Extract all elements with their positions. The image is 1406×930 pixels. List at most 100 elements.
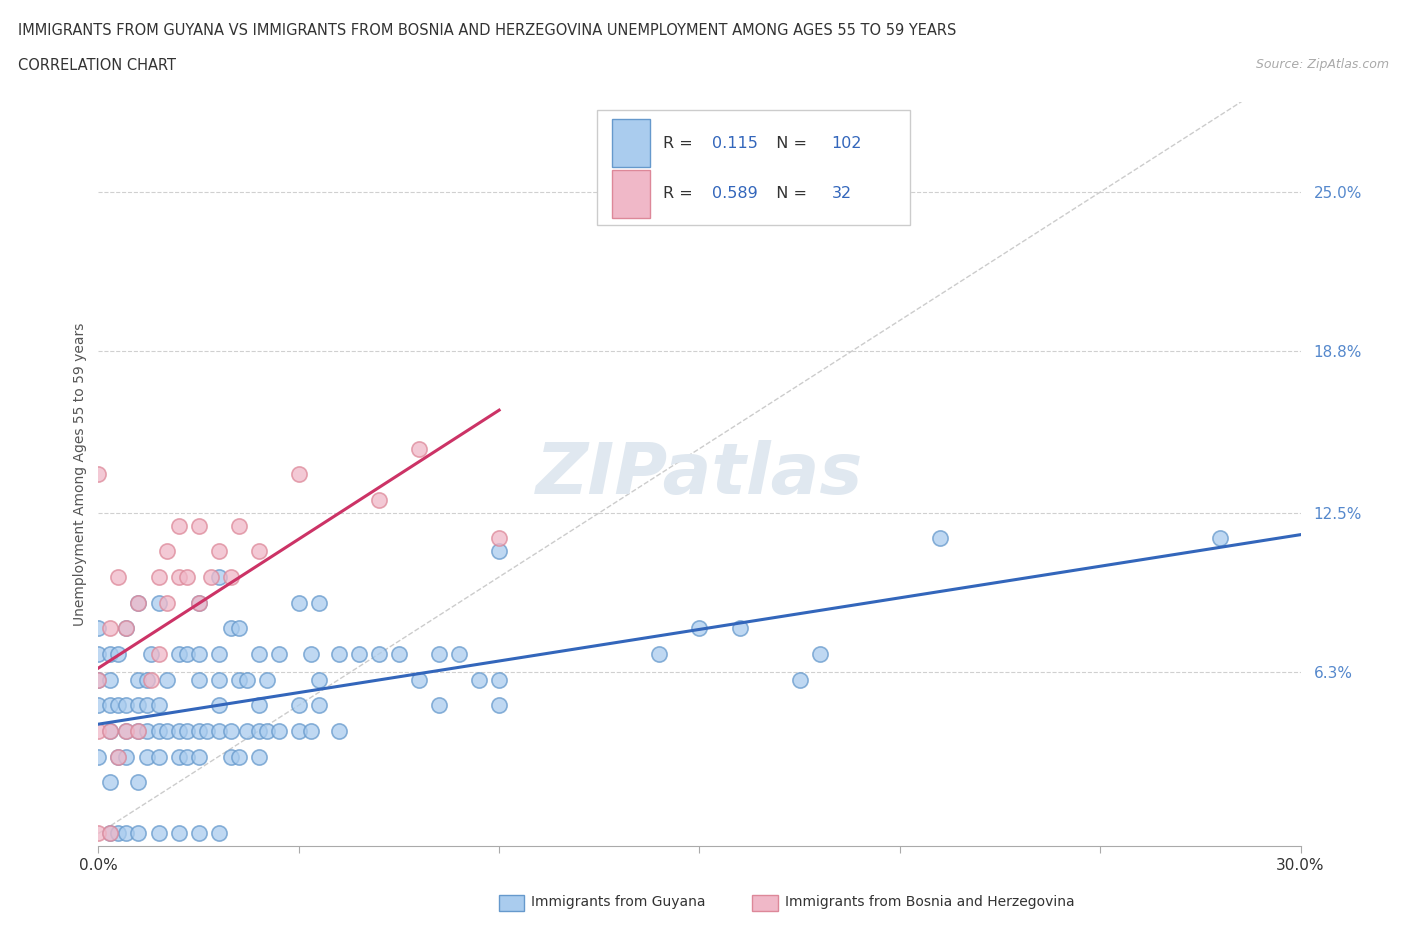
Point [128, 775, 150, 790]
Point [128, 672, 150, 687]
Point [107, 698, 129, 712]
Point [235, 724, 257, 738]
Point [247, 646, 270, 661]
Point [247, 698, 270, 712]
Point [107, 569, 129, 584]
Point [228, 518, 250, 533]
Text: IMMIGRANTS FROM GUYANA VS IMMIGRANTS FROM BOSNIA AND HERZEGOVINA UNEMPLOYMENT AM: IMMIGRANTS FROM GUYANA VS IMMIGRANTS FRO… [18, 23, 956, 38]
Point [388, 646, 411, 661]
Point [100, 724, 122, 738]
Point [247, 724, 270, 738]
Point [728, 621, 751, 636]
Point [167, 826, 190, 841]
Text: N =: N = [766, 136, 811, 151]
Text: Immigrants from Guyana: Immigrants from Guyana [531, 895, 706, 910]
Point [200, 569, 222, 584]
Point [128, 595, 150, 610]
Text: 32: 32 [832, 186, 852, 201]
Point [308, 672, 330, 687]
Point [256, 724, 278, 738]
Point [488, 698, 510, 712]
Point [87, 672, 110, 687]
Point [368, 646, 391, 661]
Point [789, 672, 811, 687]
Point [115, 621, 138, 636]
Point [100, 621, 122, 636]
Point [135, 672, 157, 687]
Point [128, 698, 150, 712]
Point [208, 698, 231, 712]
Point [167, 518, 190, 533]
Point [176, 724, 198, 738]
Point [447, 646, 470, 661]
Point [176, 646, 198, 661]
Point [308, 698, 330, 712]
Point [155, 672, 177, 687]
Point [100, 826, 122, 841]
Text: 102: 102 [832, 136, 862, 151]
Point [115, 724, 138, 738]
Point [1209, 531, 1232, 546]
Point [247, 749, 270, 764]
Point [115, 724, 138, 738]
Point [87, 621, 110, 636]
Point [148, 826, 170, 841]
Point [87, 672, 110, 687]
Point [247, 544, 270, 559]
Point [427, 646, 450, 661]
Point [288, 595, 311, 610]
Point [135, 724, 157, 738]
Point [208, 569, 231, 584]
Point [128, 826, 150, 841]
Point [107, 749, 129, 764]
Text: Immigrants from Bosnia and Herzegovina: Immigrants from Bosnia and Herzegovina [785, 895, 1074, 910]
Point [100, 646, 122, 661]
Point [187, 672, 209, 687]
Point [139, 672, 162, 687]
Point [187, 595, 209, 610]
Point [155, 544, 177, 559]
Point [167, 569, 190, 584]
Text: ZIPatlas: ZIPatlas [536, 440, 863, 509]
FancyBboxPatch shape [598, 110, 910, 225]
Point [488, 672, 510, 687]
Point [208, 646, 231, 661]
Y-axis label: Unemployment Among Ages 55 to 59 years: Unemployment Among Ages 55 to 59 years [73, 323, 87, 626]
Point [208, 672, 231, 687]
Point [115, 698, 138, 712]
Point [267, 724, 290, 738]
Point [115, 826, 138, 841]
Point [267, 646, 290, 661]
Point [107, 749, 129, 764]
Point [648, 646, 671, 661]
Point [299, 724, 322, 738]
Point [128, 595, 150, 610]
Point [155, 595, 177, 610]
Point [187, 749, 209, 764]
Point [308, 595, 330, 610]
Point [148, 595, 170, 610]
Text: R =: R = [664, 136, 699, 151]
Point [107, 646, 129, 661]
Point [107, 826, 129, 841]
Point [167, 646, 190, 661]
Point [408, 672, 430, 687]
Point [115, 749, 138, 764]
Point [488, 531, 510, 546]
Point [219, 749, 242, 764]
Point [87, 698, 110, 712]
Point [187, 518, 209, 533]
Point [135, 698, 157, 712]
Point [135, 749, 157, 764]
Point [808, 646, 831, 661]
Point [187, 646, 209, 661]
Point [288, 724, 311, 738]
Point [208, 544, 231, 559]
Point [100, 698, 122, 712]
Point [408, 441, 430, 456]
Point [468, 672, 491, 687]
Point [688, 621, 710, 636]
Point [187, 826, 209, 841]
Point [100, 775, 122, 790]
Text: CORRELATION CHART: CORRELATION CHART [18, 58, 176, 73]
